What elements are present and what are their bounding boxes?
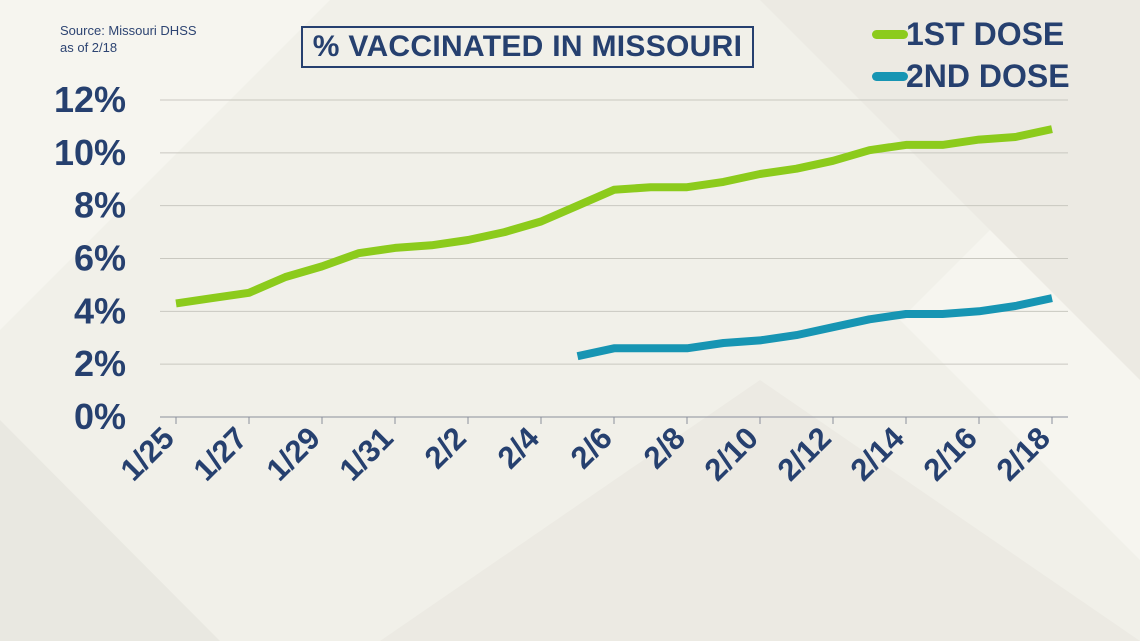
series-line-first-dose — [175, 125, 1053, 308]
x-tick-label: 1/31 — [333, 420, 400, 487]
x-tick-label: 2/6 — [564, 420, 619, 475]
y-tick-label: 4% — [74, 290, 126, 331]
source-note: Source: Missouri DHSS as of 2/18 — [60, 22, 197, 56]
y-tick-label: 0% — [74, 396, 126, 437]
x-tick-label: 2/2 — [418, 420, 473, 475]
series-line-second-dose — [576, 294, 1053, 361]
x-tick-label: 2/16 — [917, 420, 984, 487]
y-tick-label: 2% — [74, 343, 126, 384]
legend-label-first-dose: 1ST DOSE — [906, 16, 1065, 52]
legend-swatch-first-dose — [872, 30, 908, 39]
y-tick-label: 10% — [54, 132, 126, 173]
x-tick-label: 2/14 — [844, 420, 912, 488]
as-of-date: as of 2/18 — [60, 40, 118, 55]
chart-title-box: % VACCINATED IN MISSOURI — [301, 26, 754, 68]
x-tick-label: 2/12 — [771, 420, 838, 487]
y-tick-label: 6% — [74, 238, 126, 279]
x-tick-label: 2/10 — [698, 420, 765, 487]
y-tick-label: 12% — [54, 79, 126, 120]
x-tick-label: 1/27 — [187, 420, 254, 487]
x-tick-label: 2/18 — [990, 420, 1057, 487]
source-line: Source: Missouri DHSS — [60, 23, 197, 38]
chart-title: % VACCINATED IN MISSOURI — [312, 30, 743, 63]
x-tick-label: 2/8 — [637, 420, 692, 475]
legend-label-second-dose: 2ND DOSE — [906, 58, 1070, 94]
x-tick-label: 2/4 — [491, 420, 547, 476]
y-tick-label: 8% — [74, 185, 126, 226]
legend-swatch-second-dose — [872, 72, 908, 81]
x-tick-label: 1/29 — [260, 420, 327, 487]
